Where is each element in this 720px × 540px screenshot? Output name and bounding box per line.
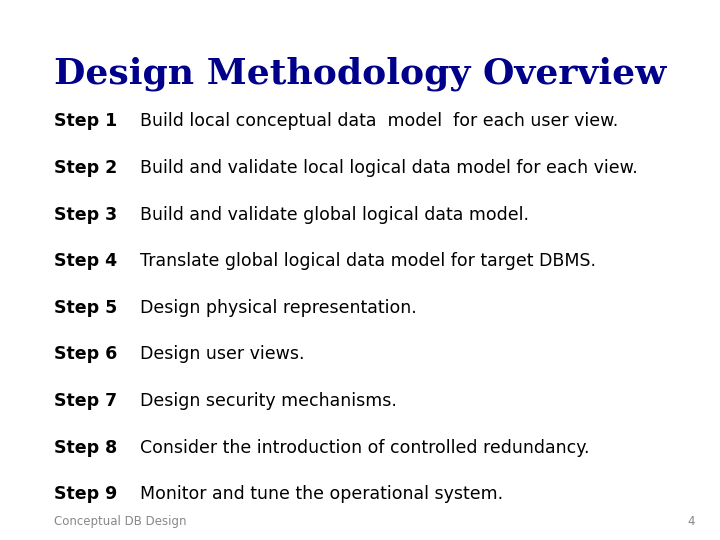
Text: Design physical representation.: Design physical representation. xyxy=(140,299,417,317)
Text: Step 7: Step 7 xyxy=(54,392,117,410)
Text: Step 9: Step 9 xyxy=(54,485,117,503)
Text: Step 5: Step 5 xyxy=(54,299,117,317)
Text: Step 2: Step 2 xyxy=(54,159,117,177)
Text: Translate global logical data model for target DBMS.: Translate global logical data model for … xyxy=(140,252,596,270)
Text: Build and validate global logical data model.: Build and validate global logical data m… xyxy=(140,206,529,224)
Text: Design Methodology Overview: Design Methodology Overview xyxy=(54,57,666,91)
Text: Step 1: Step 1 xyxy=(54,112,117,131)
Text: 4: 4 xyxy=(688,515,695,528)
Text: Step 6: Step 6 xyxy=(54,346,117,363)
Text: Design user views.: Design user views. xyxy=(140,346,305,363)
Text: Conceptual DB Design: Conceptual DB Design xyxy=(54,515,186,528)
Text: Step 4: Step 4 xyxy=(54,252,117,270)
Text: Step 3: Step 3 xyxy=(54,206,117,224)
Text: Consider the introduction of controlled redundancy.: Consider the introduction of controlled … xyxy=(140,438,590,456)
Text: Step 8: Step 8 xyxy=(54,438,117,456)
Text: Build and validate local logical data model for each view.: Build and validate local logical data mo… xyxy=(140,159,638,177)
Text: Build local conceptual data  model  for each user view.: Build local conceptual data model for ea… xyxy=(140,112,618,131)
Text: Monitor and tune the operational system.: Monitor and tune the operational system. xyxy=(140,485,503,503)
Text: Design security mechanisms.: Design security mechanisms. xyxy=(140,392,397,410)
